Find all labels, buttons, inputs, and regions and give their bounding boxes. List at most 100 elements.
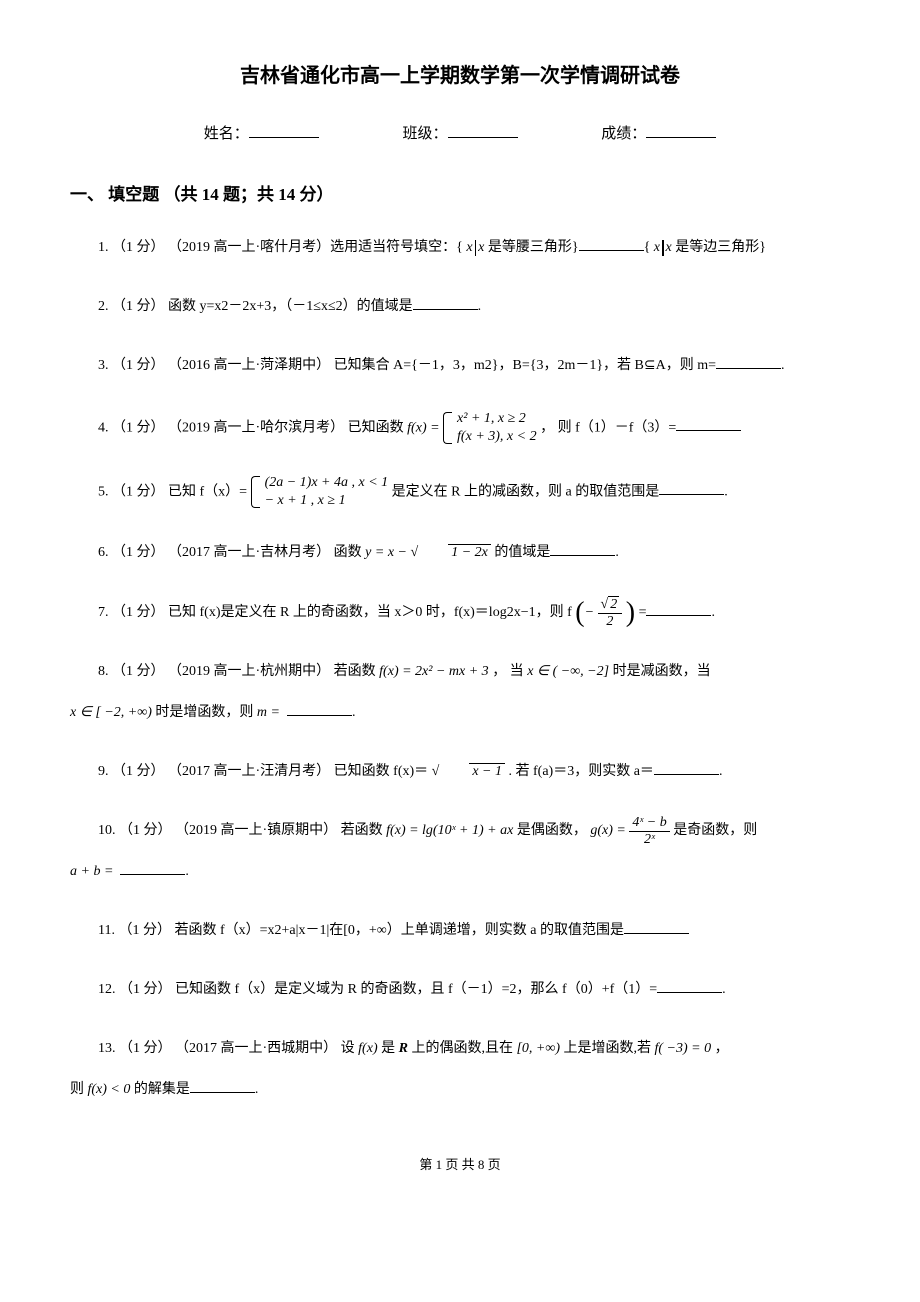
q10-prefix: 10. （1 分） （2019 高一上·镇原期中） 若函数 — [98, 824, 386, 839]
question-6: 6. （1 分） （2017 高一上·吉林月考） 函数 y = x − √ 1 −… — [70, 538, 850, 569]
q10-den: 2ˣ — [629, 832, 669, 847]
q13-blank[interactable] — [190, 1079, 255, 1093]
q1-var2: x — [654, 240, 660, 255]
question-2: 2. （1 分） 函数 y=x2－2x+3，（－1≤x≤2）的值域是. — [70, 292, 850, 323]
q6-expr-left: y = x − — [365, 545, 410, 560]
q7-prefix: 7. （1 分） 已知 f(x)是定义在 R 上的奇函数，当 x＞0 时，f(x… — [98, 605, 572, 620]
q1-mid2: { — [644, 240, 654, 255]
q9-suffix: . — [719, 764, 723, 779]
q7-num: √2 — [598, 597, 623, 613]
question-7: 7. （1 分） 已知 f(x)是定义在 R 上的奇函数，当 x＞0 时，f(x… — [70, 597, 850, 629]
q5-suffix: . — [724, 484, 728, 499]
q9-sqrt: x − 1 — [439, 757, 505, 788]
q10-suffix: . — [185, 864, 189, 879]
q13-f3: f( −3) = 0 — [655, 1041, 712, 1056]
question-10: 10. （1 分） （2019 高一上·镇原期中） 若函数 f(x) = lg(… — [70, 815, 850, 847]
q4-blank[interactable] — [676, 417, 741, 431]
q10-blank[interactable] — [120, 861, 185, 875]
q3-suffix: . — [781, 358, 785, 373]
question-4: 4. （1 分） （2019 高一上·哈尔滨月考） 已知函数 f(x) = x²… — [70, 410, 850, 446]
q11-prefix: 11. （1 分） 若函数 f（x）=x2+a|x－1|在[0，+∞）上单调递增… — [98, 923, 624, 938]
question-1: 1. （1 分） （2019 高一上·喀什月考）选用适当符号填空：{ x x 是等… — [70, 233, 850, 264]
q6-radicand: 1 − 2x — [448, 544, 491, 560]
question-8: 8. （1 分） （2019 高一上·杭州期中） 若函数 f(x) = 2x² … — [70, 657, 850, 688]
q7-eq: = — [639, 605, 647, 620]
name-blank[interactable] — [249, 123, 319, 138]
q11-blank[interactable] — [624, 920, 689, 934]
q7-minus: − — [585, 605, 594, 620]
question-11: 11. （1 分） 若函数 f（x）=x2+a|x－1|在[0，+∞）上单调递增… — [70, 916, 850, 947]
name-field: 姓名： — [204, 122, 319, 146]
q10-mid2: 是奇函数，则 — [673, 824, 757, 839]
q4-fx: f(x) = — [407, 420, 439, 435]
q7-blank[interactable] — [646, 602, 711, 616]
q10-fx: f(x) = lg(10ˣ + 1) + ax — [386, 824, 513, 839]
question-13-line2: 则 f(x) < 0 的解集是. — [70, 1075, 850, 1106]
q9-radicand: x − 1 — [469, 763, 505, 779]
q13-mid2: 上的偶函数,且在 — [411, 1041, 516, 1056]
q9-mid: . 若 f(a)＝3，则实数 a＝ — [509, 764, 654, 779]
q6-mid: 的值域是 — [494, 545, 550, 560]
sqrt-icon: √ — [411, 545, 419, 560]
q7-num-rad: 2 — [608, 596, 619, 612]
q13-R: R — [399, 1041, 408, 1056]
q1-prefix: 1. （1 分） （2019 高一上·喀什月考）选用适当符号填空：{ — [98, 240, 466, 255]
q8-blank[interactable] — [287, 702, 352, 716]
q5-blank[interactable] — [659, 481, 724, 495]
score-blank[interactable] — [646, 123, 716, 138]
q9-blank[interactable] — [654, 761, 719, 775]
q13-range: [0, +∞) — [516, 1041, 560, 1056]
question-8-line2: x ∈ [ −2, +∞) 时是增函数，则 m = . — [70, 698, 850, 729]
q10-num: 4ˣ − b — [629, 815, 669, 831]
q13-fxlt0: f(x) < 0 — [88, 1082, 131, 1097]
lparen-icon: ( — [575, 597, 584, 628]
q1-blank[interactable] — [579, 237, 644, 251]
q4-row2: f(x + 3), x < 2 — [457, 428, 537, 446]
q6-blank[interactable] — [550, 542, 615, 556]
question-13: 13. （1 分） （2017 高一上·西城期中） 设 f(x) 是 R 上的偶… — [70, 1034, 850, 1065]
q13-prefix: 13. （1 分） （2017 高一上·西城期中） 设 — [98, 1041, 358, 1056]
q8-fx: f(x) = 2x² − mx + 3 — [379, 664, 489, 679]
q13-mid4: ， — [715, 1041, 729, 1056]
q2-suffix: . — [478, 299, 482, 314]
q13-l2-mid: 的解集是 — [134, 1082, 190, 1097]
q8-mid3: 时是增函数，则 — [155, 705, 257, 720]
page-footer: 第 1 页 共 8 页 — [70, 1155, 850, 1176]
q4-mid: ， 则 f（1）－f（3）= — [540, 420, 676, 435]
q4-prefix: 4. （1 分） （2019 高一上·哈尔滨月考） 已知函数 — [98, 420, 407, 435]
name-label: 姓名： — [204, 126, 249, 142]
q8-range2: x ∈ [ −2, +∞) — [70, 705, 152, 720]
set-bar-icon — [662, 240, 664, 256]
q8-mid1: ， 当 — [492, 664, 527, 679]
sqrt-icon: √ — [432, 764, 440, 779]
q7-den: 2 — [598, 614, 623, 629]
q5-row2: − x + 1 , x ≥ 1 — [265, 492, 389, 510]
q13-l2-pre: 则 — [70, 1082, 88, 1097]
set-bar-icon — [475, 240, 477, 256]
question-9: 9. （1 分） （2017 高一上·汪清月考） 已知函数 f(x)＝ √ x −… — [70, 757, 850, 788]
q2-blank[interactable] — [413, 296, 478, 310]
q3-prefix: 3. （1 分） （2016 高一上·菏泽期中） 已知集合 A={－1，3，m2… — [98, 358, 716, 373]
question-12: 12. （1 分） 已知函数 f（x）是定义域为 R 的奇函数，且 f（－1）=… — [70, 975, 850, 1006]
score-field: 成绩： — [601, 122, 716, 146]
exam-title: 吉林省通化市高一上学期数学第一次学情调研试卷 — [70, 60, 850, 92]
q7-frac: √2 2 — [598, 597, 623, 629]
q1-var1: x — [466, 240, 472, 255]
class-blank[interactable] — [448, 123, 518, 138]
q9-prefix: 9. （1 分） （2017 高一上·汪清月考） 已知函数 f(x)＝ — [98, 764, 432, 779]
q13-mid1: 是 — [381, 1041, 399, 1056]
question-10-line2: a + b = . — [70, 857, 850, 888]
q13-suffix: . — [255, 1082, 259, 1097]
question-3: 3. （1 分） （2016 高一上·菏泽期中） 已知集合 A={－1，3，m2… — [70, 351, 850, 382]
q6-prefix: 6. （1 分） （2017 高一上·吉林月考） 函数 — [98, 545, 365, 560]
rparen-icon: ) — [626, 597, 635, 628]
q10-gx-left: g(x) = — [590, 824, 629, 839]
q10-frac: 4ˣ − b 2ˣ — [629, 815, 669, 847]
q1-mid1: 是等腰三角形} — [484, 240, 578, 255]
q7-suffix: . — [711, 605, 715, 620]
q3-blank[interactable] — [716, 355, 781, 369]
class-field: 班级： — [402, 122, 517, 146]
q10-mid1: 是偶函数， — [517, 824, 591, 839]
q12-blank[interactable] — [657, 979, 722, 993]
question-5: 5. （1 分） 已知 f（x）= (2a − 1)x + 4a , x < 1… — [70, 474, 850, 510]
